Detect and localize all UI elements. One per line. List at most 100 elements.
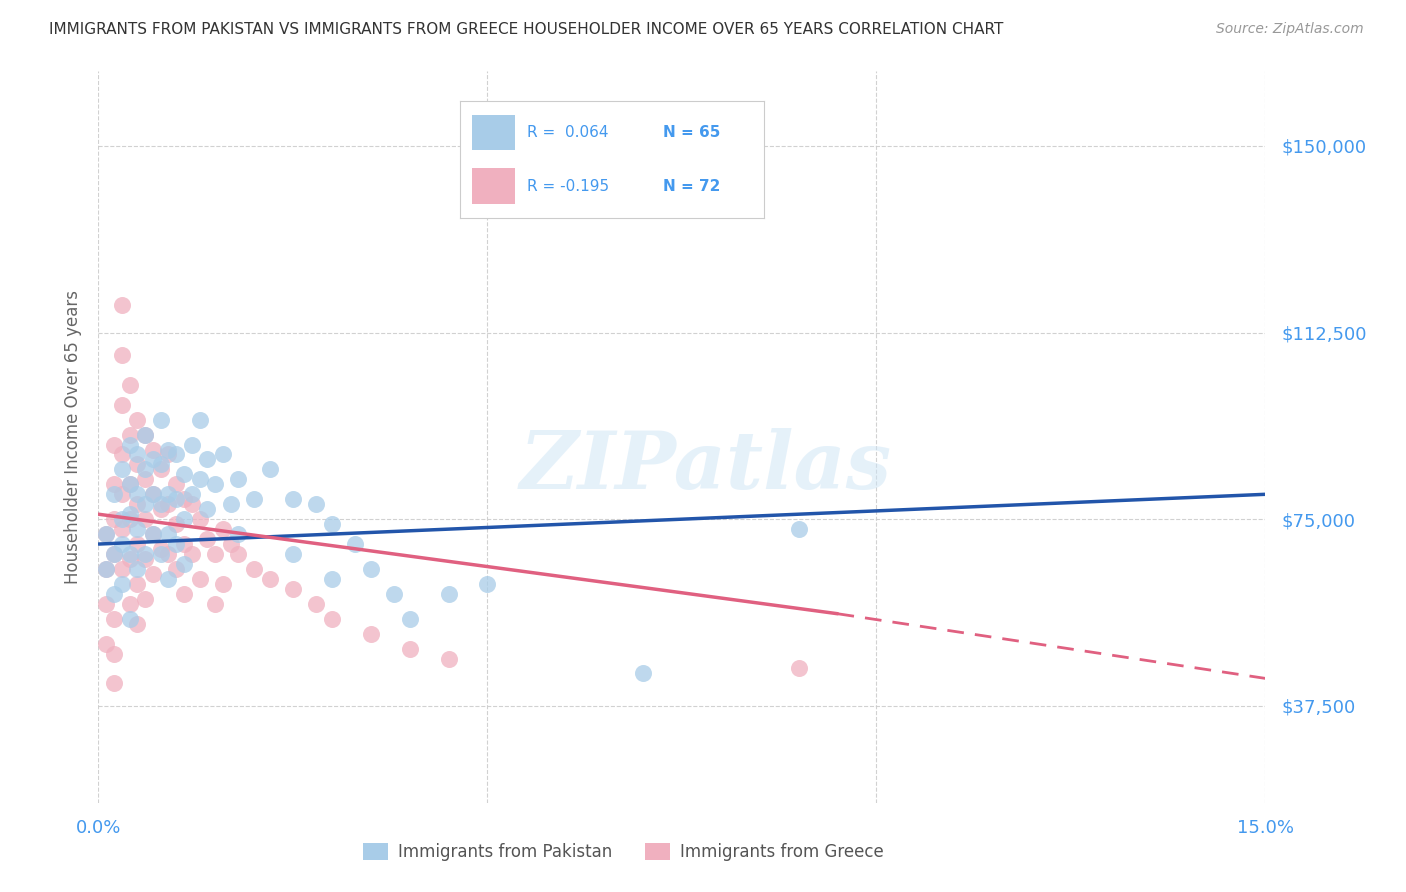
- Point: [118, 377, 141, 392]
- Point: [204, 597, 226, 611]
- Point: [398, 612, 420, 626]
- Point: [195, 502, 218, 516]
- Point: [96, 597, 118, 611]
- Point: [305, 497, 328, 511]
- Point: [142, 442, 165, 457]
- Point: [787, 522, 810, 536]
- Point: [360, 562, 382, 576]
- Text: Source: ZipAtlas.com: Source: ZipAtlas.com: [1216, 22, 1364, 37]
- Point: [437, 651, 460, 665]
- Point: [103, 477, 125, 491]
- Point: [165, 448, 187, 462]
- Point: [103, 487, 125, 501]
- Point: [103, 612, 125, 626]
- Point: [157, 572, 180, 586]
- Point: [149, 412, 172, 426]
- Point: [111, 512, 134, 526]
- Point: [111, 448, 134, 462]
- Point: [195, 532, 218, 546]
- Point: [111, 522, 134, 536]
- Point: [149, 497, 172, 511]
- Point: [96, 562, 118, 576]
- Point: [228, 547, 250, 561]
- Point: [165, 517, 187, 532]
- Point: [165, 562, 187, 576]
- Point: [96, 636, 118, 650]
- Point: [103, 647, 125, 661]
- Point: [118, 597, 141, 611]
- Point: [398, 641, 420, 656]
- Point: [157, 448, 180, 462]
- Point: [142, 452, 165, 467]
- Point: [219, 497, 242, 511]
- Point: [111, 298, 134, 312]
- Point: [787, 661, 810, 675]
- Point: [321, 612, 343, 626]
- Point: [134, 547, 156, 561]
- Point: [111, 487, 134, 501]
- Point: [127, 577, 149, 591]
- Point: [188, 472, 211, 486]
- Point: [157, 487, 180, 501]
- Point: [118, 437, 141, 451]
- Point: [134, 512, 156, 526]
- Point: [321, 517, 343, 532]
- Point: [149, 542, 172, 557]
- Point: [118, 512, 141, 526]
- Point: [118, 547, 141, 561]
- Point: [180, 547, 202, 561]
- Point: [134, 462, 156, 476]
- Point: [212, 577, 235, 591]
- Point: [127, 497, 149, 511]
- Point: [149, 462, 172, 476]
- Point: [165, 477, 187, 491]
- Point: [281, 547, 304, 561]
- Legend: Immigrants from Pakistan, Immigrants from Greece: Immigrants from Pakistan, Immigrants fro…: [356, 836, 891, 868]
- Y-axis label: Householder Income Over 65 years: Householder Income Over 65 years: [63, 290, 82, 584]
- Point: [228, 527, 250, 541]
- Point: [360, 626, 382, 640]
- Point: [127, 522, 149, 536]
- Point: [103, 587, 125, 601]
- Point: [188, 512, 211, 526]
- Point: [127, 412, 149, 426]
- Point: [103, 512, 125, 526]
- Point: [165, 492, 187, 507]
- Point: [165, 537, 187, 551]
- Point: [243, 562, 266, 576]
- Point: [142, 527, 165, 541]
- Point: [212, 448, 235, 462]
- Point: [173, 512, 195, 526]
- Point: [344, 537, 367, 551]
- Point: [134, 427, 156, 442]
- Point: [111, 398, 134, 412]
- Point: [134, 472, 156, 486]
- Point: [127, 487, 149, 501]
- Point: [149, 547, 172, 561]
- Point: [173, 492, 195, 507]
- Point: [127, 448, 149, 462]
- Point: [142, 527, 165, 541]
- Point: [173, 587, 195, 601]
- Point: [96, 527, 118, 541]
- Point: [157, 527, 180, 541]
- Point: [127, 458, 149, 472]
- Point: [321, 572, 343, 586]
- Point: [103, 437, 125, 451]
- Point: [134, 552, 156, 566]
- Point: [134, 427, 156, 442]
- Point: [111, 577, 134, 591]
- Point: [437, 587, 460, 601]
- Point: [204, 477, 226, 491]
- Point: [477, 577, 499, 591]
- Point: [149, 458, 172, 472]
- Point: [195, 452, 218, 467]
- Point: [259, 572, 281, 586]
- Point: [243, 492, 266, 507]
- Point: [157, 497, 180, 511]
- Point: [204, 547, 226, 561]
- Point: [180, 487, 202, 501]
- Point: [118, 477, 141, 491]
- Point: [103, 676, 125, 690]
- Point: [134, 591, 156, 606]
